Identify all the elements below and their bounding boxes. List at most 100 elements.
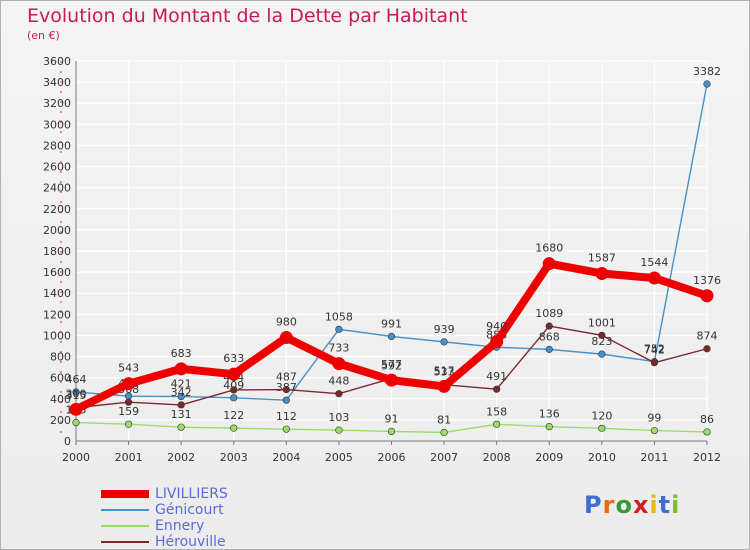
y-tick-label: 3400 [43, 76, 71, 89]
data-label-livilliers: 633 [223, 352, 244, 365]
y-tick-label: 400 [50, 393, 71, 406]
data-point-ennery [335, 426, 343, 434]
data-label-g-nicourt: 991 [381, 317, 402, 330]
x-tick-label: 2003 [220, 451, 248, 464]
data-label-h-rouville: 448 [328, 375, 349, 388]
y-tick-label: 600 [50, 372, 71, 385]
data-point-h-rouville [493, 385, 501, 393]
data-point-livilliers [647, 271, 661, 285]
data-point-livilliers [437, 379, 451, 393]
x-tick-label: 2010 [588, 451, 616, 464]
legend-label: Hérouville [155, 534, 226, 550]
legend-item: Ennery [101, 518, 228, 534]
y-tick-label: 1200 [43, 308, 71, 321]
data-label-ennery: 136 [539, 408, 560, 421]
y-tick-label: 2400 [43, 182, 71, 195]
data-label-h-rouville: 491 [486, 370, 507, 383]
data-label-g-nicourt: 752 [644, 343, 665, 356]
data-point-g-nicourt [387, 332, 396, 340]
x-tick-label: 2007 [430, 451, 458, 464]
data-label-ennery: 99 [647, 412, 661, 425]
legend-label: Ennery [155, 518, 205, 534]
legend-item: Génicourt [101, 502, 228, 518]
legend-item: Hérouville [101, 534, 228, 550]
data-label-ennery: 120 [591, 409, 612, 422]
data-label-livilliers: 1680 [535, 242, 563, 255]
data-label-ennery: 103 [328, 411, 349, 424]
y-tick-label: 3600 [43, 55, 71, 68]
data-point-livilliers [69, 402, 83, 416]
data-point-h-rouville [650, 359, 659, 367]
data-point-ennery [493, 420, 501, 428]
data-label-livilliers: 1587 [588, 251, 616, 264]
data-label-g-nicourt: 464 [66, 373, 87, 386]
data-label-ennery: 122 [223, 409, 244, 422]
data-label-ennery: 112 [276, 410, 297, 423]
legend-swatch [101, 525, 149, 527]
x-tick-label: 2012 [693, 451, 721, 464]
data-label-ennery: 131 [171, 408, 192, 421]
data-label-h-rouville: 742 [644, 344, 665, 357]
chart-title: Evolution du Montant de la Dette par Hab… [27, 5, 468, 27]
data-label-livilliers: 543 [118, 362, 139, 375]
chart-subtitle: (en €) [27, 29, 60, 42]
data-label-h-rouville: 1089 [535, 307, 563, 320]
x-tick-label: 2002 [167, 451, 195, 464]
data-point-h-rouville [335, 390, 343, 398]
data-label-g-nicourt: 409 [223, 379, 244, 392]
data-label-ennery: 159 [118, 405, 139, 418]
data-label-ennery: 158 [486, 405, 507, 418]
data-label-ennery: 81 [437, 413, 451, 426]
y-tick-label: 1600 [43, 266, 71, 279]
legend-item: LIVILLIERS [101, 486, 228, 502]
data-label-livilliers: 683 [171, 347, 192, 360]
data-point-h-rouville [124, 398, 133, 406]
data-point-ennery [650, 426, 659, 435]
data-label-ennery: 91 [385, 412, 399, 425]
data-point-h-rouville [703, 345, 711, 353]
data-point-livilliers [385, 373, 398, 387]
x-tick-label: 2009 [535, 451, 563, 464]
data-label-h-rouville: 874 [697, 330, 718, 343]
y-tick-label: 3000 [43, 118, 71, 131]
data-label-livilliers: 980 [276, 316, 297, 329]
data-label-h-rouville: 533 [434, 366, 455, 379]
data-point-g-nicourt [335, 325, 343, 333]
data-point-livilliers [542, 257, 556, 271]
data-point-ennery [545, 423, 553, 431]
data-point-livilliers [490, 335, 504, 349]
data-point-g-nicourt [72, 388, 80, 396]
data-label-livilliers: 733 [328, 342, 349, 355]
y-tick-label: 2200 [43, 203, 71, 216]
data-label-g-nicourt: 868 [539, 330, 560, 343]
y-tick-label: 1800 [43, 245, 71, 258]
data-point-ennery [230, 424, 238, 432]
data-label-h-rouville: 487 [276, 371, 297, 384]
x-tick-label: 2004 [272, 451, 300, 464]
data-point-g-nicourt [440, 338, 448, 346]
y-tick-label: 2600 [43, 161, 71, 174]
data-point-ennery [387, 427, 396, 435]
data-point-h-rouville [598, 331, 606, 339]
proxiti-logo: Proxiti [584, 491, 681, 519]
data-label-livilliers: 1376 [693, 274, 721, 287]
data-label-livilliers: 940 [486, 320, 507, 333]
data-point-livilliers [279, 331, 293, 345]
data-point-livilliers [332, 357, 346, 371]
legend-label: LIVILLIERS [155, 486, 228, 502]
data-point-g-nicourt [282, 396, 290, 404]
data-label-ennery: 86 [700, 413, 714, 426]
y-tick-label: 3200 [43, 97, 71, 110]
y-tick-label: 200 [50, 414, 71, 427]
y-tick-label: 2800 [43, 139, 71, 152]
data-point-g-nicourt [177, 392, 185, 401]
y-tick-label: 0 [64, 435, 71, 448]
x-tick-label: 2008 [483, 451, 511, 464]
data-point-ennery [440, 428, 448, 437]
data-point-livilliers [700, 289, 714, 303]
y-tick-label: 1400 [43, 287, 71, 300]
data-point-h-rouville [177, 401, 185, 409]
data-point-h-rouville [282, 385, 290, 394]
